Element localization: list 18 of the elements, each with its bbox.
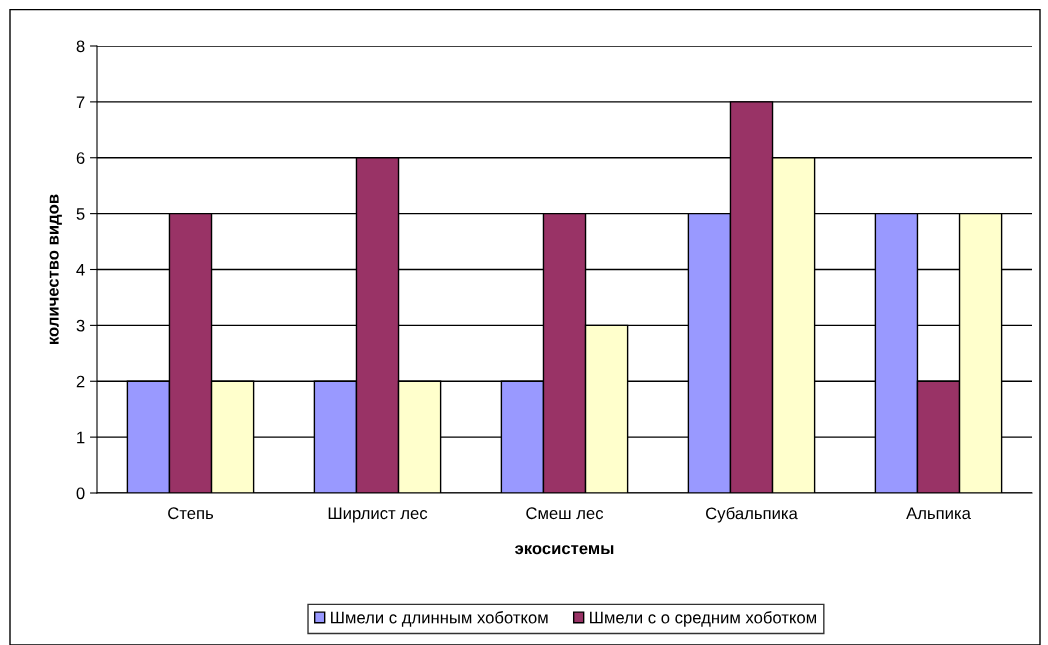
x-axis-title: экосистемы [515,545,614,555]
y-tick-label: 2 [76,375,85,388]
y-tick-label: 7 [76,96,85,108]
legend-label: Шмели с длинным хоботком [331,611,548,627]
legend-label: Шмели с о средним хоботком [590,611,817,627]
y-tick-label: 3 [76,319,85,332]
y-tick-label: 5 [76,208,85,220]
y-tick-label: 1 [77,431,85,444]
x-tick-label: Ширлист лес [328,507,428,523]
x-tick-label: Степь [168,507,214,520]
x-tick-label: Субальпика [706,506,798,523]
x-tick-label: Смеш лес [526,507,604,520]
y-axis-title: количество видов [49,194,62,344]
y-tick-label: 6 [76,152,85,164]
y-tick-label: 8 [76,40,85,53]
x-tick-label: Альпика [906,507,971,520]
y-tick-label: 0 [76,487,85,500]
y-tick-label: 4 [76,264,85,276]
